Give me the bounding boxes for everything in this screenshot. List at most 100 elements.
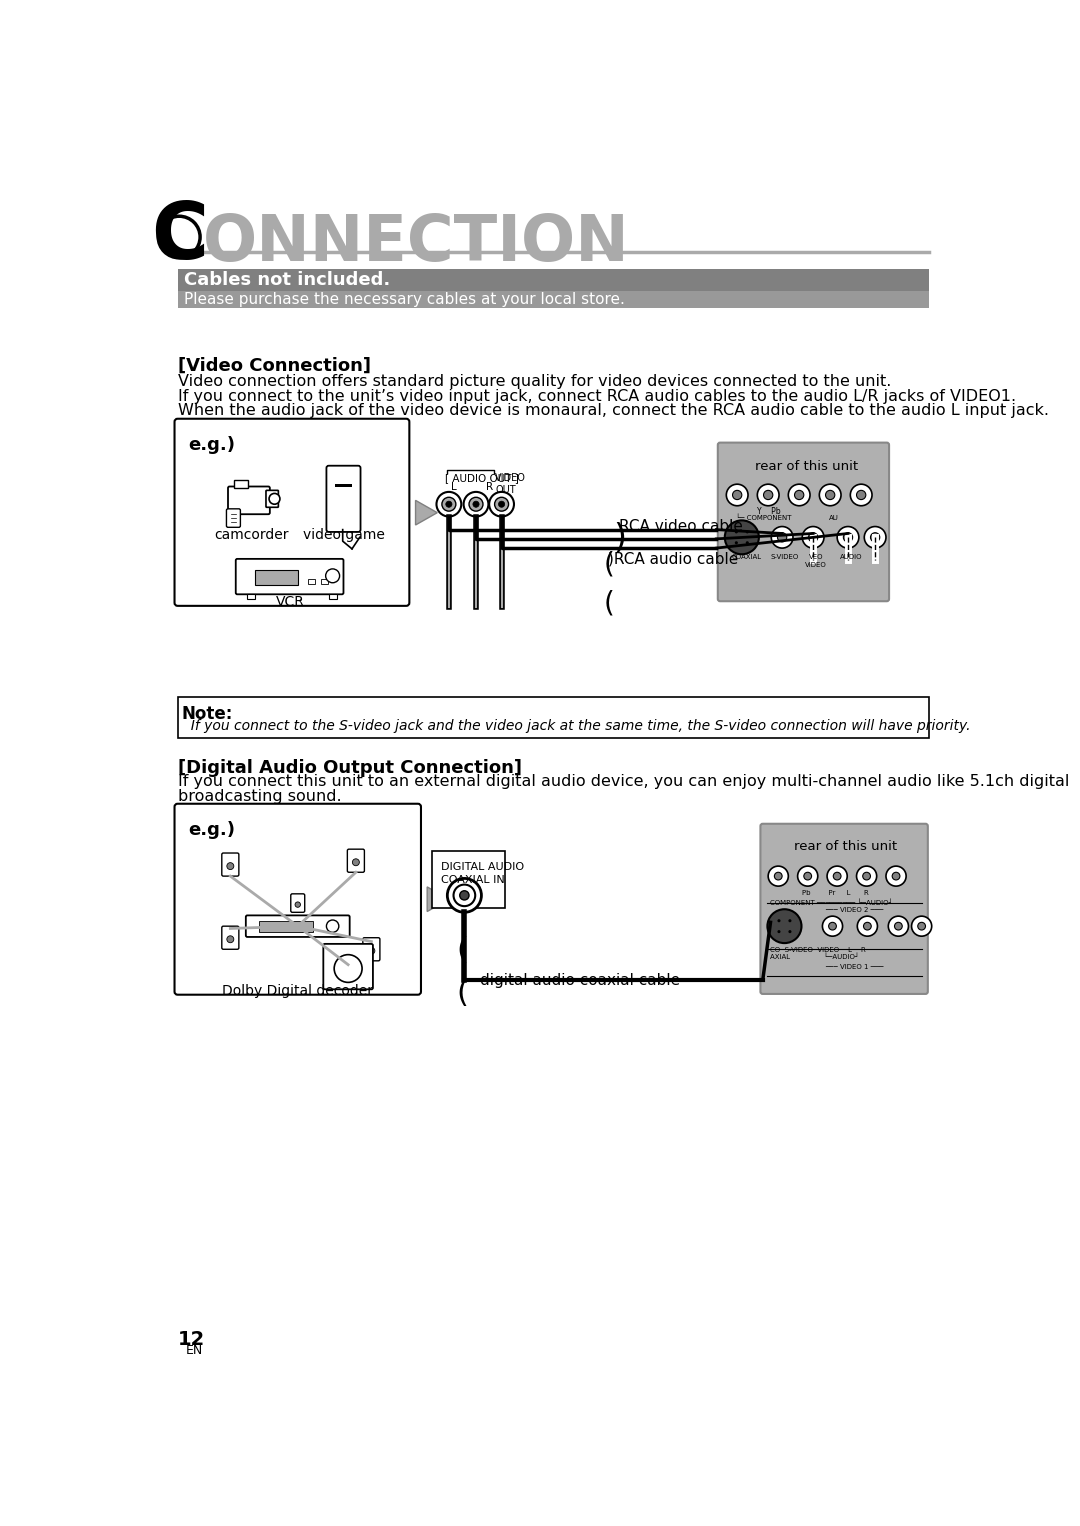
FancyBboxPatch shape <box>326 465 361 533</box>
Circle shape <box>442 497 456 511</box>
FancyBboxPatch shape <box>348 848 364 873</box>
Circle shape <box>489 491 514 516</box>
FancyBboxPatch shape <box>363 937 380 961</box>
Circle shape <box>820 484 841 505</box>
Text: S-VIDEO: S-VIDEO <box>770 554 799 560</box>
Text: VEO: VEO <box>809 554 824 560</box>
Text: e.g.): e.g.) <box>189 436 235 453</box>
Circle shape <box>495 497 509 511</box>
FancyBboxPatch shape <box>760 824 928 993</box>
Circle shape <box>870 533 880 542</box>
Circle shape <box>746 531 748 534</box>
Circle shape <box>856 867 877 887</box>
Circle shape <box>795 490 804 499</box>
Circle shape <box>850 484 872 505</box>
Circle shape <box>864 922 872 929</box>
Text: digital audio coaxial cable: digital audio coaxial cable <box>480 972 680 987</box>
Circle shape <box>798 867 818 887</box>
Circle shape <box>856 490 866 499</box>
Circle shape <box>446 501 451 507</box>
Text: C: C <box>151 198 207 275</box>
Circle shape <box>788 484 810 505</box>
Circle shape <box>473 501 480 507</box>
Circle shape <box>886 867 906 887</box>
Circle shape <box>764 490 773 499</box>
Circle shape <box>837 526 859 548</box>
Circle shape <box>436 491 461 516</box>
Text: AU: AU <box>828 516 838 522</box>
FancyBboxPatch shape <box>266 490 279 507</box>
Circle shape <box>828 922 836 929</box>
Circle shape <box>734 542 738 545</box>
Circle shape <box>768 867 788 887</box>
Text: VCR: VCR <box>275 595 305 609</box>
Bar <box>335 484 352 487</box>
Circle shape <box>827 867 847 887</box>
Circle shape <box>499 501 504 507</box>
Text: (
(: ( ( <box>457 937 469 1009</box>
Circle shape <box>843 533 852 542</box>
Circle shape <box>460 891 469 900</box>
Bar <box>177 697 930 737</box>
Bar <box>177 291 930 308</box>
Text: VIDEO
OUT: VIDEO OUT <box>496 473 526 494</box>
Text: COAXIAL: COAXIAL <box>732 554 761 560</box>
Circle shape <box>352 859 360 865</box>
Circle shape <box>809 533 818 542</box>
Text: If you connect to the unit’s video input jack, connect RCA audio cables to the a: If you connect to the unit’s video input… <box>177 389 1016 404</box>
Circle shape <box>725 520 759 554</box>
Circle shape <box>778 919 781 922</box>
Circle shape <box>469 497 483 511</box>
Circle shape <box>864 526 886 548</box>
Circle shape <box>802 526 824 548</box>
Circle shape <box>858 916 877 935</box>
Circle shape <box>918 922 926 929</box>
Circle shape <box>778 929 781 934</box>
Circle shape <box>804 873 811 881</box>
Text: CO  S-VIDEO  VIDEO    L    R: CO S-VIDEO VIDEO L R <box>770 946 866 952</box>
Circle shape <box>912 916 932 935</box>
Bar <box>247 594 255 598</box>
Text: If you connect to the S-video jack and the video jack at the same time, the S-vi: If you connect to the S-video jack and t… <box>181 719 970 732</box>
Circle shape <box>894 922 902 929</box>
Text: ─── VIDEO 2 ───: ─── VIDEO 2 ─── <box>825 908 883 913</box>
Circle shape <box>834 873 841 881</box>
Text: camcorder: camcorder <box>214 528 288 542</box>
Text: rear of this unit: rear of this unit <box>794 839 896 853</box>
Text: AUDIO: AUDIO <box>840 554 863 560</box>
Circle shape <box>863 873 870 881</box>
FancyBboxPatch shape <box>246 916 350 937</box>
Text: VIDEO: VIDEO <box>806 562 827 568</box>
FancyBboxPatch shape <box>235 559 343 594</box>
Circle shape <box>447 879 482 913</box>
Bar <box>308 578 314 583</box>
Circle shape <box>227 862 233 870</box>
Text: 12: 12 <box>177 1331 205 1349</box>
Circle shape <box>757 484 779 505</box>
Text: Note:: Note: <box>181 705 233 723</box>
Circle shape <box>888 916 908 935</box>
Bar <box>259 920 313 931</box>
Circle shape <box>825 490 835 499</box>
Circle shape <box>326 569 339 583</box>
FancyBboxPatch shape <box>221 926 239 949</box>
Polygon shape <box>428 887 449 911</box>
Circle shape <box>368 948 375 954</box>
Circle shape <box>732 490 742 499</box>
Text: Y    Pb: Y Pb <box>757 507 781 516</box>
Circle shape <box>334 955 362 983</box>
Circle shape <box>771 526 793 548</box>
Circle shape <box>326 920 339 932</box>
Circle shape <box>727 484 748 505</box>
Text: EN: EN <box>186 1344 203 1357</box>
Bar <box>328 594 337 598</box>
Text: Video connection offers standard picture quality for video devices connected to : Video connection offers standard picture… <box>177 374 891 389</box>
Bar <box>321 578 328 583</box>
Text: Please purchase the necessary cables at your local store.: Please purchase the necessary cables at … <box>184 291 624 307</box>
FancyBboxPatch shape <box>234 481 248 488</box>
Text: video game: video game <box>303 528 386 542</box>
Text: ): ) <box>613 522 648 555</box>
Text: ONNECTION: ONNECTION <box>202 212 630 275</box>
Text: [Video Connection]: [Video Connection] <box>177 357 370 374</box>
Text: └─ COMPONENT: └─ COMPONENT <box>735 514 792 522</box>
